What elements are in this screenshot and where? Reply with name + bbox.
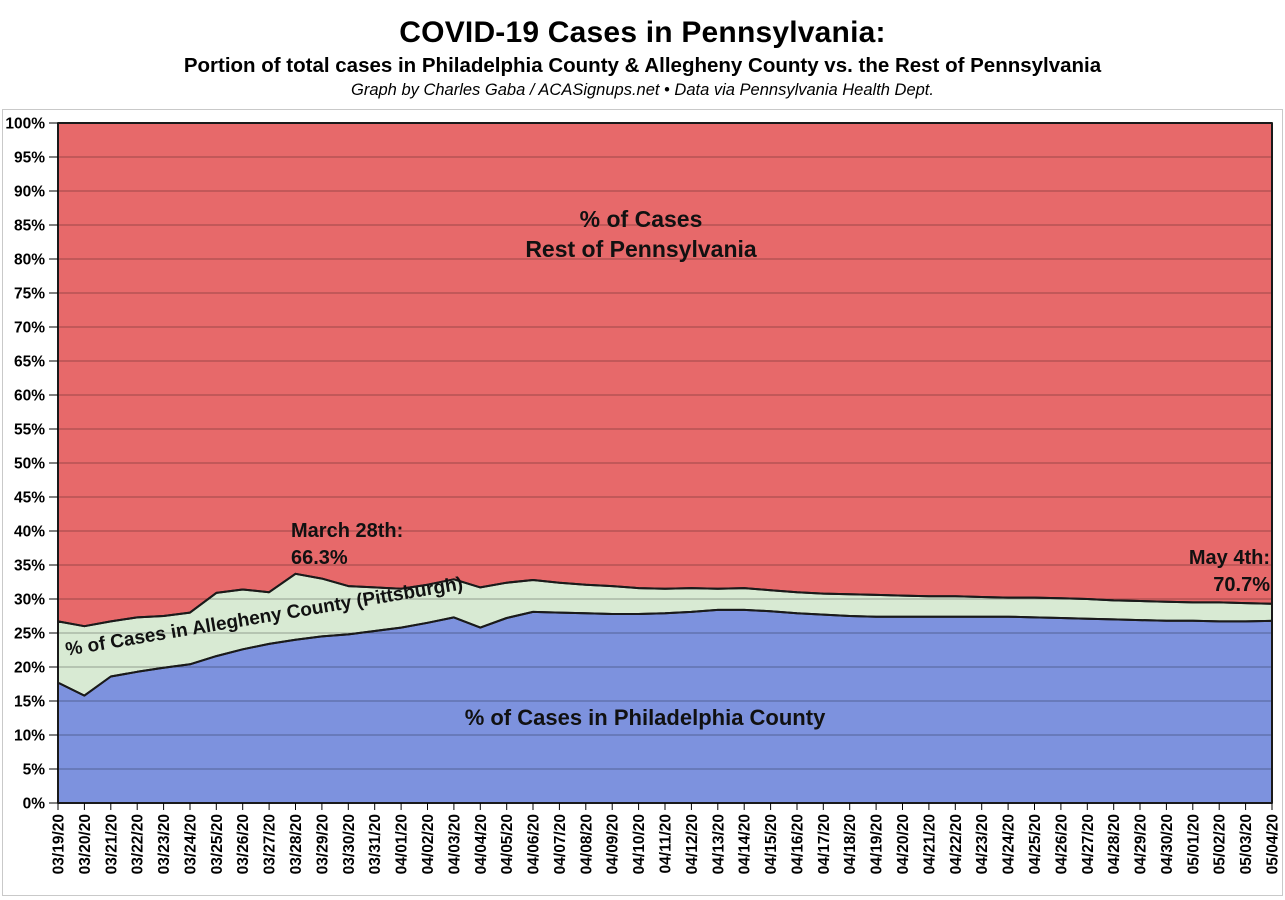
x-axis-label: 04/21/20 (921, 814, 938, 874)
annotation-march-28: March 28th: 66.3% (291, 520, 404, 569)
y-axis-label: 65% (14, 354, 45, 371)
chart-title: COVID-19 Cases in Pennsylvania: (399, 16, 886, 49)
x-axis-label: 04/05/20 (499, 814, 516, 874)
area-rest-of-pa-border (57, 122, 1273, 628)
x-axis-label: 04/30/20 (1159, 814, 1176, 874)
chart-attribution: Graph by Charles Gaba / ACASignups.net •… (351, 81, 934, 99)
chart-subtitle: Portion of total cases in Philadelphia C… (183, 54, 1102, 77)
x-axis-label: 04/06/20 (526, 814, 543, 874)
x-axis-label: 04/02/20 (420, 814, 437, 874)
x-axis-label: 05/01/20 (1185, 814, 1202, 874)
x-axis-label: 04/24/20 (1001, 814, 1018, 874)
y-axis-label: 50% (14, 456, 45, 473)
area-philadelphia (58, 609, 1272, 803)
y-axis-label: 30% (14, 592, 45, 609)
x-axis-label: 04/28/20 (1106, 814, 1123, 874)
x-axis-label: 04/25/20 (1027, 814, 1044, 874)
x-axis-label: 04/13/20 (710, 814, 727, 874)
y-axis-label: 80% (14, 252, 45, 269)
x-axis-label: 04/07/20 (552, 814, 569, 874)
y-axis-label: 60% (14, 388, 45, 405)
x-axis-label: 04/23/20 (974, 814, 991, 874)
x-axis-label: 04/10/20 (631, 814, 648, 874)
y-axis-label: 20% (14, 660, 45, 677)
x-axis-label: 04/11/20 (658, 814, 675, 873)
y-axis-label: 15% (14, 694, 45, 711)
area-allegheny (58, 573, 1272, 696)
area-rest-of-pa (58, 123, 1272, 627)
x-axis-label: 03/19/20 (51, 814, 68, 874)
rest-of-pa-area-label: % of Cases Rest of Pennsylvania (525, 206, 757, 262)
x-axis-label: 03/29/20 (314, 814, 331, 874)
x-axis-label: 04/09/20 (605, 814, 622, 874)
x-axis-label: 03/22/20 (130, 814, 147, 874)
x-axis-label: 04/16/20 (790, 814, 807, 874)
x-axis-label: 05/03/20 (1238, 814, 1255, 874)
x-axis-label: 05/02/20 (1212, 814, 1229, 874)
x-axis-label: 04/26/20 (1053, 814, 1070, 874)
annotation-may-4: May 4th: 70.7% (1188, 547, 1270, 596)
y-axis-label: 25% (14, 626, 45, 643)
x-axis-label: 04/14/20 (737, 814, 754, 874)
x-axis-label: 03/27/20 (262, 814, 279, 874)
y-axis-label: 55% (14, 422, 45, 439)
y-axis-label: 10% (14, 728, 45, 745)
x-axis-label: 04/20/20 (895, 814, 912, 874)
x-axis-label: 03/21/20 (103, 814, 120, 874)
x-axis-label: 04/12/20 (684, 814, 701, 874)
y-axis-label: 5% (23, 762, 46, 779)
y-axis-label: 100% (5, 116, 45, 133)
x-axis-label: 04/04/20 (473, 814, 490, 874)
x-axis-label: 04/18/20 (842, 814, 859, 874)
x-axis-label: 04/29/20 (1133, 814, 1150, 874)
x-axis-label: 03/30/20 (341, 814, 358, 874)
x-axis-label: 04/19/20 (869, 814, 886, 874)
x-axis-label: 03/23/20 (156, 814, 173, 874)
y-axis-label: 90% (14, 184, 45, 201)
y-axis-label: 0% (23, 796, 46, 813)
y-axis-label: 35% (14, 558, 45, 575)
x-axis-label: 04/15/20 (763, 814, 780, 874)
x-axis-label: 03/31/20 (367, 814, 384, 874)
x-axis-label: 03/24/20 (183, 814, 200, 874)
x-axis-label: 05/04/20 (1265, 814, 1282, 874)
y-axis-label: 45% (14, 490, 45, 507)
chart-header: COVID-19 Cases in Pennsylvania: Portion … (0, 16, 1285, 100)
y-axis-label: 75% (14, 286, 45, 303)
x-axis-label: 03/20/20 (77, 814, 94, 874)
x-axis-label: 04/01/20 (394, 814, 411, 874)
y-axis-label: 95% (14, 150, 45, 167)
y-axis-label: 70% (14, 320, 45, 337)
x-axis-label: 03/28/20 (288, 814, 305, 874)
x-axis-label: 04/27/20 (1080, 814, 1097, 874)
x-axis-label: 04/03/20 (446, 814, 463, 874)
philadelphia-area-label: % of Cases in Philadelphia County (464, 705, 826, 730)
x-axis-label: 03/26/20 (235, 814, 252, 874)
x-axis-label: 04/17/20 (816, 814, 833, 874)
x-axis-label: 04/08/20 (578, 814, 595, 874)
x-axis-label: 04/22/20 (948, 814, 965, 874)
y-axis-label: 85% (14, 218, 45, 235)
x-axis-label: 03/25/20 (209, 814, 226, 874)
y-axis-label: 40% (14, 524, 45, 541)
